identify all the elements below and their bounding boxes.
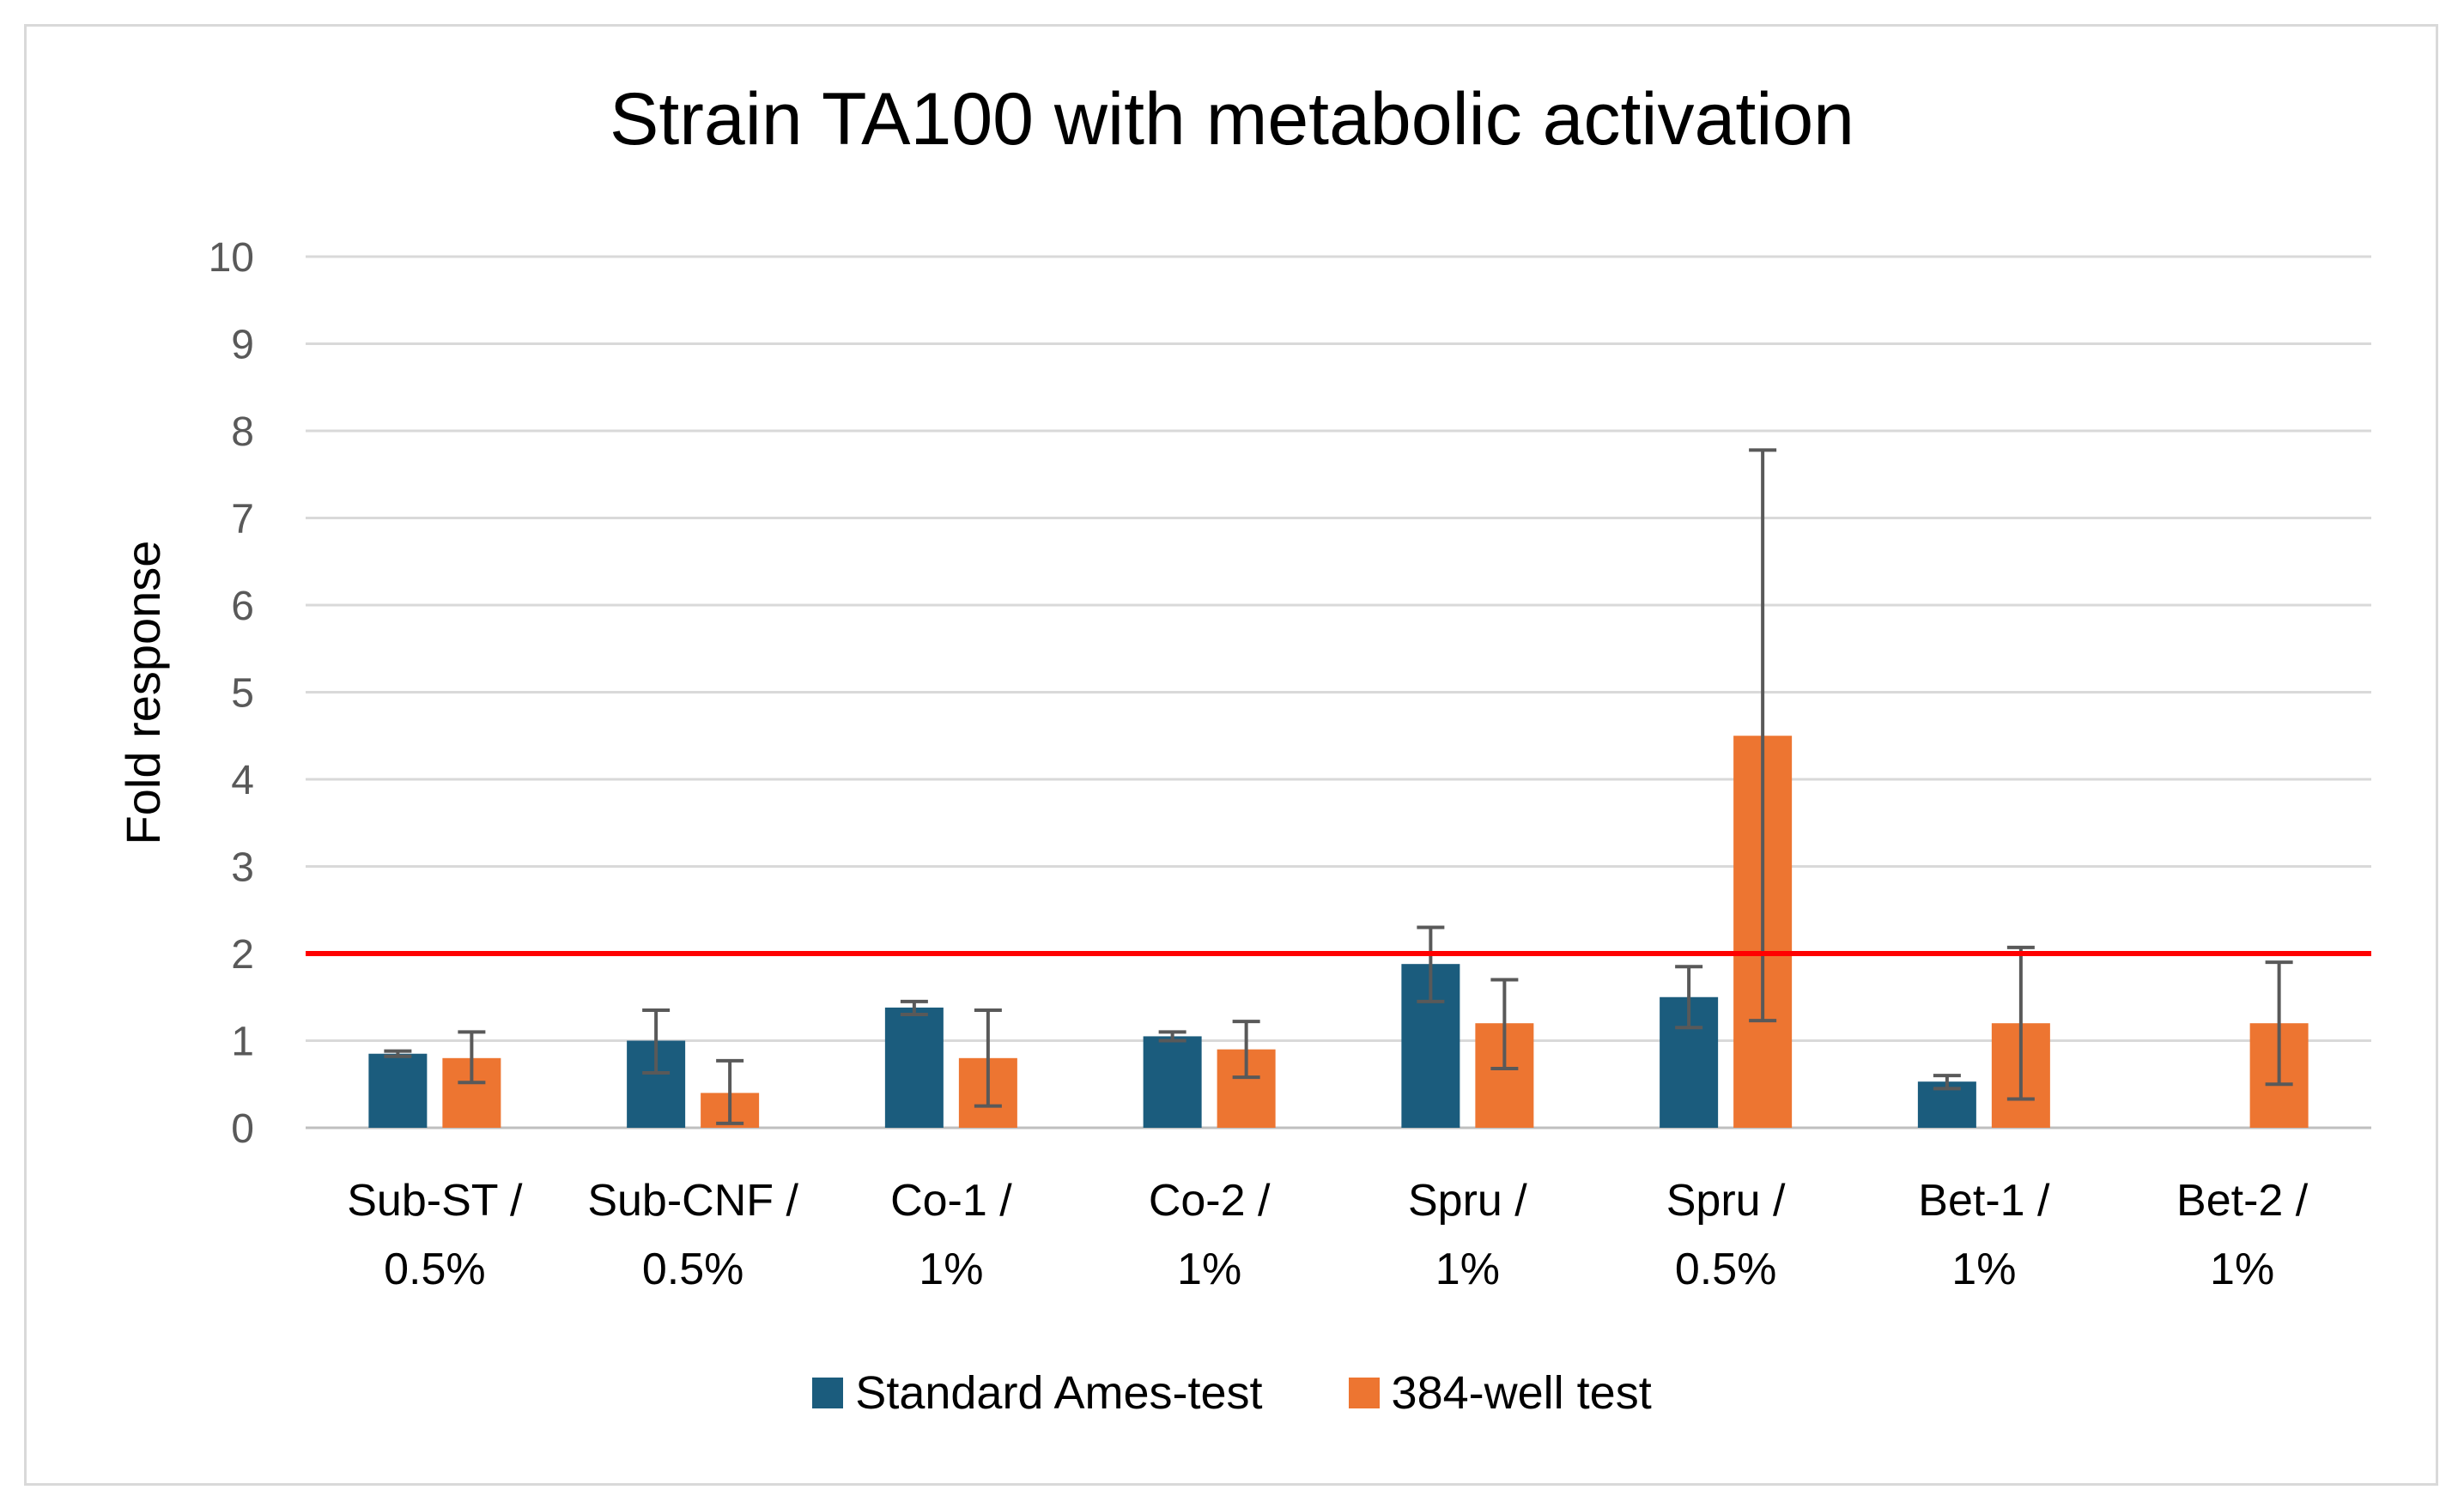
chart-title: Strain TA100 with metabolic activation	[610, 78, 1854, 160]
y-tick-label: 10	[209, 235, 254, 281]
y-tick-label: 5	[231, 671, 254, 717]
y-tick-label: 4	[231, 758, 254, 803]
y-tick-label: 7	[231, 497, 254, 542]
y-tick-label: 0	[231, 1106, 254, 1152]
chart-frame	[24, 24, 2438, 1486]
x-tick-label: 0.5%	[384, 1245, 486, 1294]
y-tick-label: 2	[231, 932, 254, 978]
legend-label-384well: 384-well test	[1391, 1367, 1652, 1419]
legend: Standard Ames-test 384-well test	[0, 1366, 2464, 1420]
bar	[1143, 1036, 1202, 1128]
x-tick-label: Co-1 /	[890, 1176, 1012, 1226]
legend-swatch-standard	[812, 1378, 844, 1408]
x-tick-label: Sub-ST /	[347, 1176, 523, 1226]
bar	[884, 1007, 944, 1128]
y-tick-label: 3	[231, 845, 254, 891]
y-tick-label: 6	[231, 584, 254, 629]
x-tick-label: 1%	[2210, 1245, 2274, 1294]
x-tick-label: 0.5%	[642, 1245, 744, 1294]
x-tick-label: 1%	[1177, 1245, 1241, 1294]
y-tick-label: 1	[231, 1020, 254, 1065]
x-tick-label: Spru /	[1408, 1176, 1527, 1226]
legend-item-384well: 384-well test	[1348, 1366, 1652, 1420]
legend-swatch-384well	[1348, 1378, 1380, 1408]
x-tick-label: Sub-CNF /	[587, 1176, 798, 1226]
x-tick-label: Bet-2 /	[2176, 1176, 2309, 1226]
x-tick-label: 1%	[1951, 1245, 2016, 1294]
x-tick-label: Co-2 /	[1149, 1176, 1271, 1226]
x-tick-label: 1%	[1435, 1245, 1500, 1294]
x-tick-label: Bet-1 /	[1918, 1176, 2050, 1226]
x-tick-label: Spru /	[1666, 1176, 1786, 1226]
legend-item-standard: Standard Ames-test	[812, 1366, 1263, 1420]
x-tick-label: 1%	[919, 1245, 983, 1294]
y-axis-title: Fold response	[116, 541, 170, 845]
legend-label-standard: Standard Ames-test	[855, 1367, 1263, 1419]
bar	[368, 1053, 428, 1128]
y-tick-label: 9	[231, 323, 254, 368]
x-tick-label: 0.5%	[1675, 1245, 1777, 1294]
y-tick-label: 8	[231, 409, 254, 455]
